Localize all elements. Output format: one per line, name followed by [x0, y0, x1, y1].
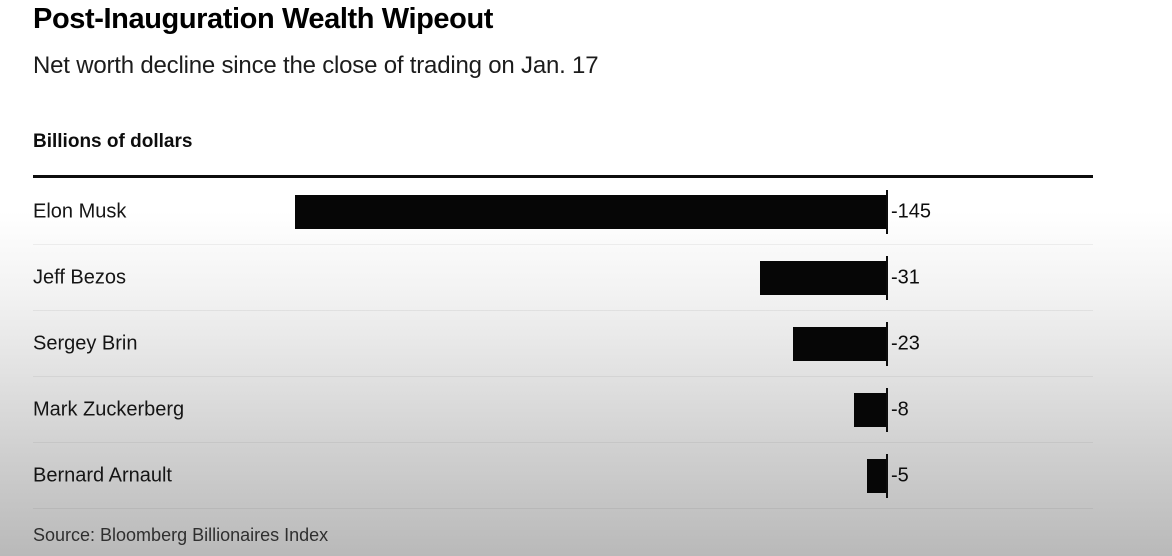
baseline-tick — [886, 190, 888, 234]
bar-row: Elon Musk -145 — [0, 179, 1172, 245]
chart-title: Post-Inauguration Wealth Wipeout — [33, 3, 494, 35]
category-label: Mark Zuckerberg — [33, 398, 185, 421]
bar-row: Mark Zuckerberg -8 — [0, 377, 1172, 443]
bar — [867, 459, 887, 493]
bar-row: Bernard Arnault -5 — [0, 443, 1172, 509]
axis-unit-label: Billions of dollars — [33, 131, 193, 152]
bar-row: Sergey Brin -23 — [0, 311, 1172, 377]
category-label: Elon Musk — [33, 200, 127, 223]
value-label: -5 — [891, 464, 909, 487]
value-label: -145 — [891, 200, 932, 223]
bar — [793, 327, 887, 361]
header-rule — [33, 175, 1093, 178]
category-label: Bernard Arnault — [33, 464, 172, 487]
baseline-tick — [886, 454, 888, 498]
category-label: Sergey Brin — [33, 332, 138, 355]
bar — [854, 393, 887, 427]
baseline-tick — [886, 388, 888, 432]
bar — [295, 195, 887, 229]
baseline-tick — [886, 256, 888, 300]
baseline-tick — [886, 322, 888, 366]
bar-row: Jeff Bezos -31 — [0, 245, 1172, 311]
value-label: -31 — [891, 266, 920, 289]
source-credit: Source: Bloomberg Billionaires Index — [33, 525, 329, 545]
value-label: -23 — [891, 332, 920, 355]
bar — [760, 261, 887, 295]
category-label: Jeff Bezos — [33, 266, 127, 289]
value-label: -8 — [891, 398, 909, 421]
bar-rows: Elon Musk -145 Jeff Bezos -31 Sergey Bri… — [0, 179, 1172, 509]
chart-subtitle: Net worth decline since the close of tra… — [33, 52, 599, 79]
